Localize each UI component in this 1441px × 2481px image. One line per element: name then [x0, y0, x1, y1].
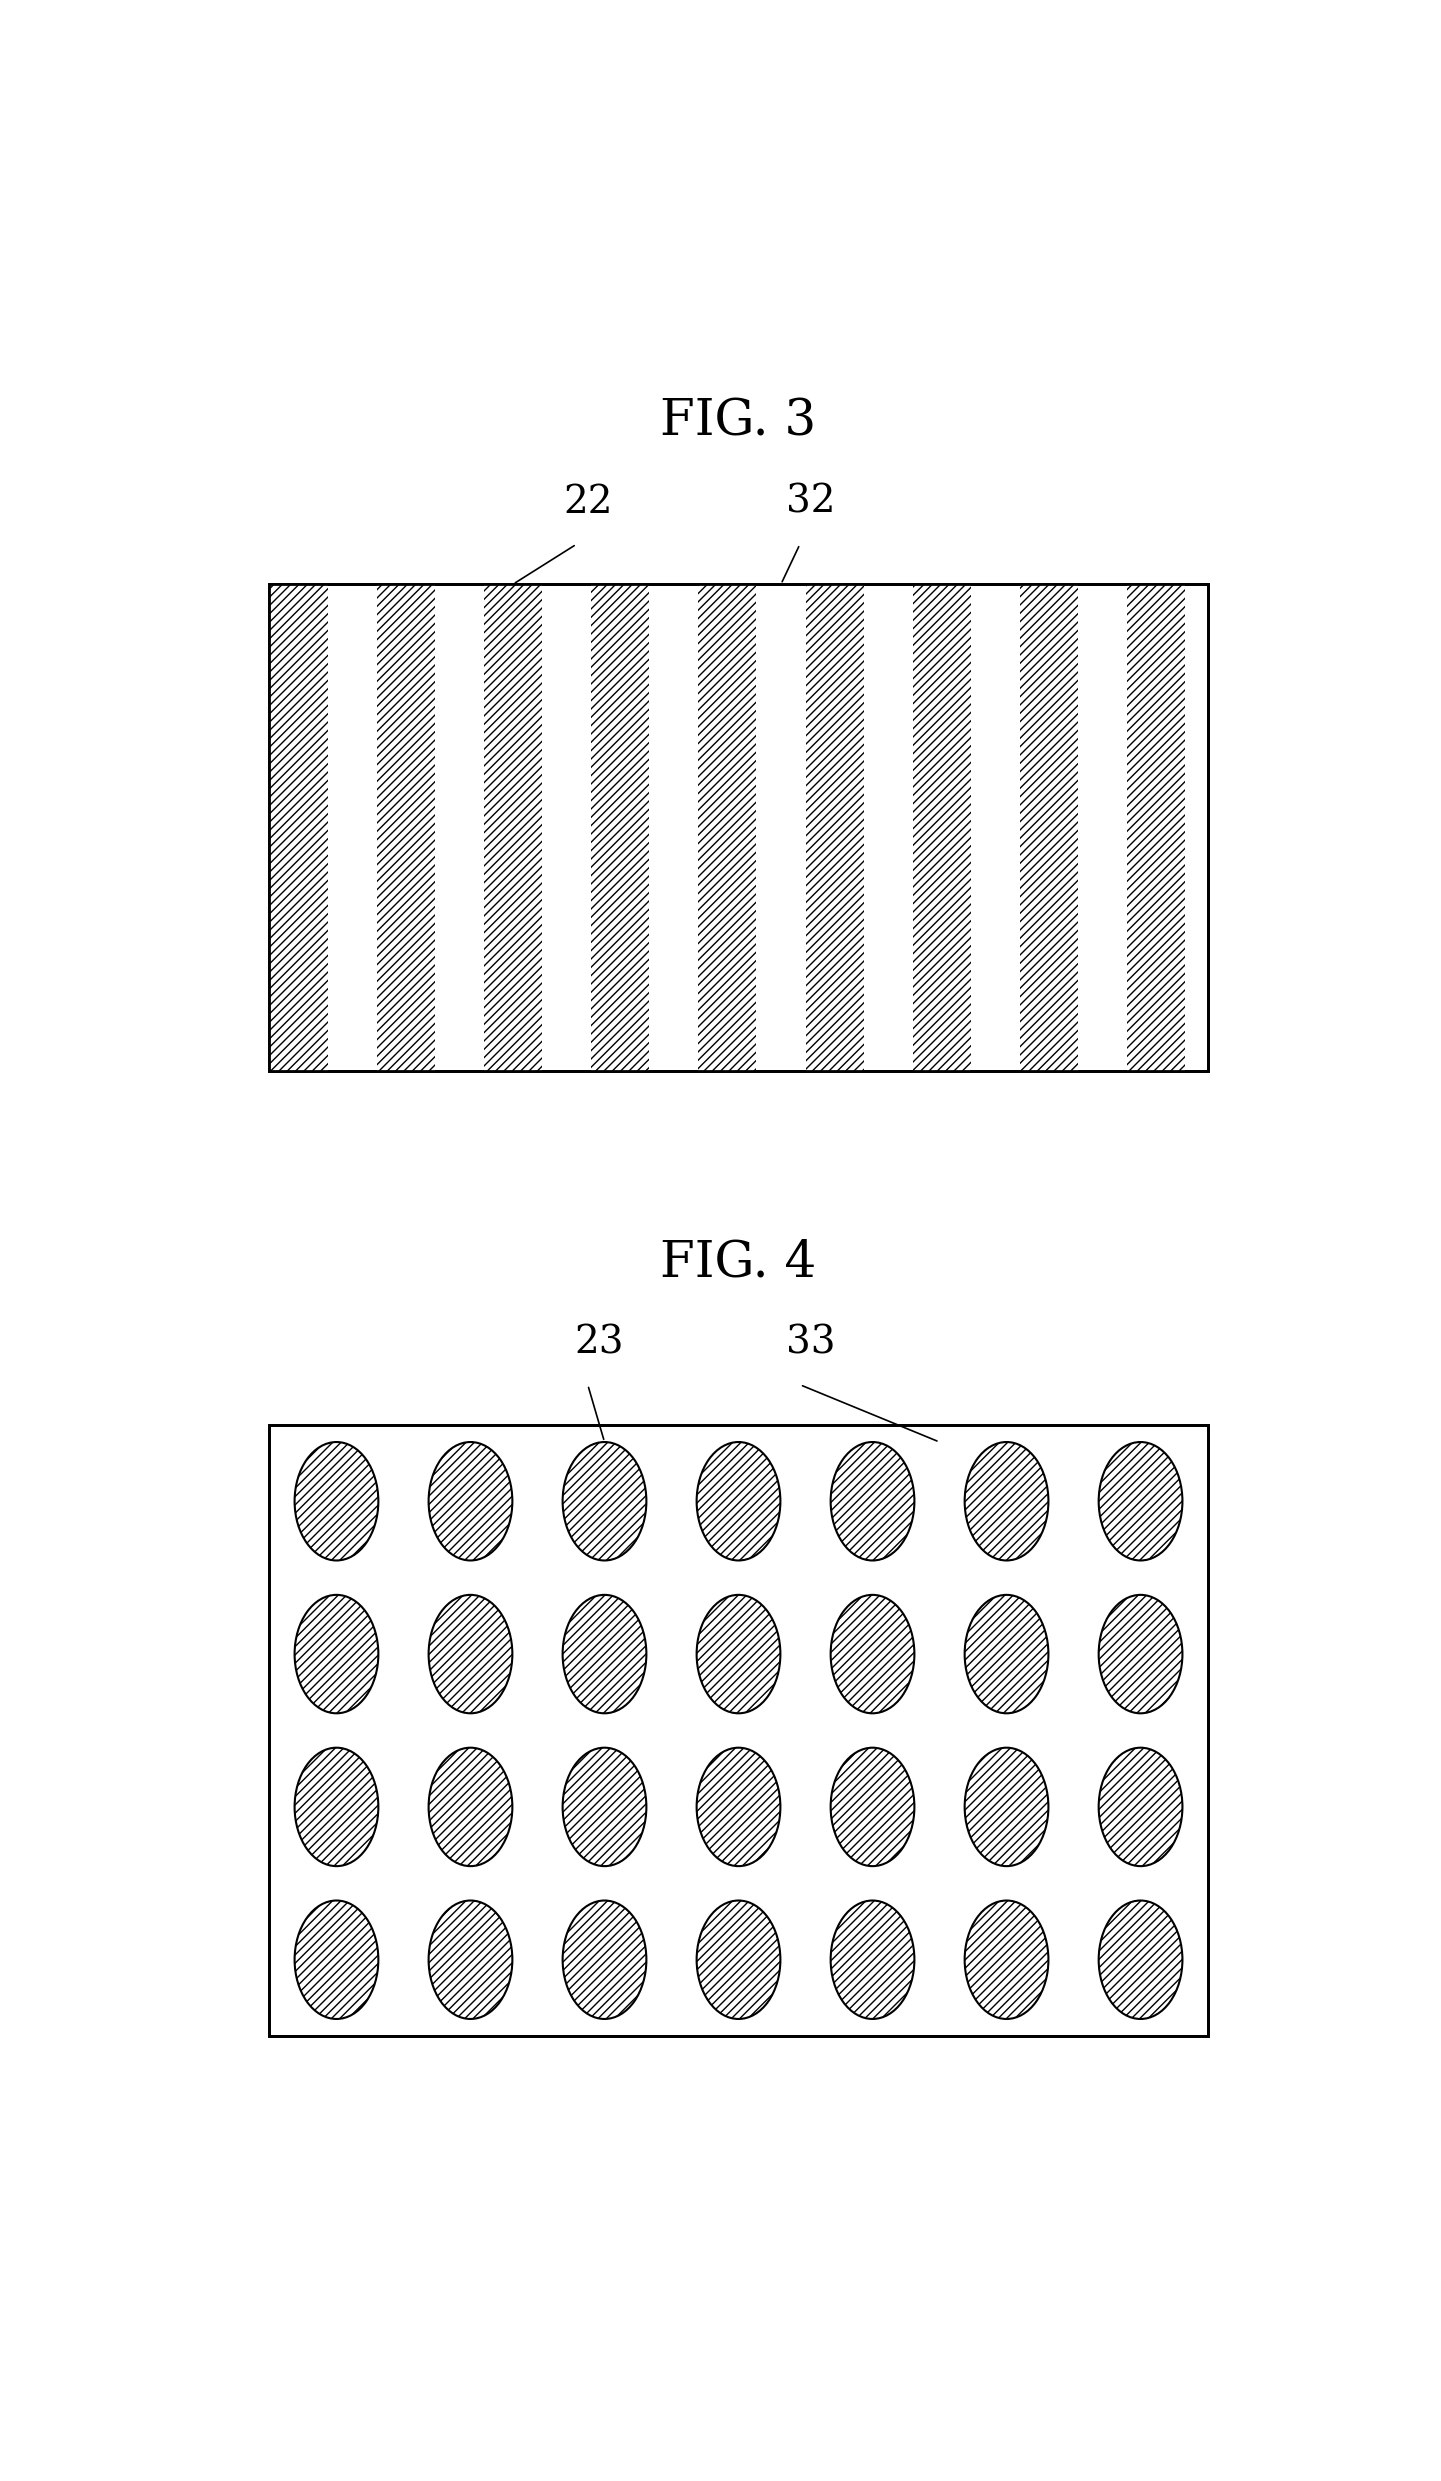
Ellipse shape: [830, 1747, 915, 1866]
Ellipse shape: [830, 1441, 915, 1561]
Ellipse shape: [696, 1595, 781, 1714]
Ellipse shape: [562, 1441, 647, 1561]
Ellipse shape: [562, 1595, 647, 1714]
Ellipse shape: [964, 1747, 1049, 1866]
Ellipse shape: [964, 1441, 1049, 1561]
Ellipse shape: [1098, 1595, 1183, 1714]
Bar: [269, 583, 327, 1072]
Ellipse shape: [1098, 1441, 1183, 1561]
Ellipse shape: [428, 1595, 513, 1714]
Ellipse shape: [428, 1900, 513, 2020]
Ellipse shape: [562, 1441, 647, 1561]
Ellipse shape: [830, 1441, 915, 1561]
Ellipse shape: [428, 1595, 513, 1714]
Bar: [912, 583, 971, 1072]
Ellipse shape: [696, 1900, 781, 2020]
Ellipse shape: [696, 1747, 781, 1866]
Ellipse shape: [294, 1441, 379, 1561]
Ellipse shape: [696, 1441, 781, 1561]
Ellipse shape: [830, 1595, 915, 1714]
Ellipse shape: [830, 1747, 915, 1866]
Ellipse shape: [1098, 1900, 1183, 2020]
Ellipse shape: [428, 1747, 513, 1866]
Text: FIG. 4: FIG. 4: [660, 1238, 817, 1288]
Bar: [376, 583, 435, 1072]
Text: 33: 33: [787, 1325, 836, 1362]
Ellipse shape: [428, 1441, 513, 1561]
Bar: [806, 583, 863, 1072]
Ellipse shape: [562, 1747, 647, 1866]
Ellipse shape: [294, 1595, 379, 1714]
Ellipse shape: [964, 1900, 1049, 2020]
Ellipse shape: [294, 1900, 379, 2020]
Ellipse shape: [562, 1595, 647, 1714]
Bar: [484, 583, 542, 1072]
Bar: [269, 583, 1208, 1072]
Text: 32: 32: [787, 484, 836, 521]
Ellipse shape: [696, 1595, 781, 1714]
Ellipse shape: [830, 1900, 915, 2020]
Bar: [269, 1424, 1208, 2037]
Ellipse shape: [1098, 1595, 1183, 1714]
Ellipse shape: [294, 1900, 379, 2020]
Ellipse shape: [294, 1441, 379, 1561]
Ellipse shape: [294, 1747, 379, 1866]
Ellipse shape: [1098, 1900, 1183, 2020]
Ellipse shape: [964, 1900, 1049, 2020]
Ellipse shape: [696, 1747, 781, 1866]
Ellipse shape: [1098, 1747, 1183, 1866]
Ellipse shape: [696, 1441, 781, 1561]
Ellipse shape: [294, 1747, 379, 1866]
Ellipse shape: [562, 1900, 647, 2020]
Ellipse shape: [562, 1747, 647, 1866]
Bar: [269, 583, 1208, 1072]
Text: FIG. 3: FIG. 3: [660, 397, 817, 447]
Ellipse shape: [294, 1595, 379, 1714]
Ellipse shape: [830, 1595, 915, 1714]
Bar: [269, 1424, 1208, 2037]
Ellipse shape: [1098, 1747, 1183, 1866]
Ellipse shape: [428, 1900, 513, 2020]
Bar: [1020, 583, 1078, 1072]
Ellipse shape: [964, 1595, 1049, 1714]
Ellipse shape: [830, 1900, 915, 2020]
Ellipse shape: [696, 1900, 781, 2020]
Ellipse shape: [964, 1747, 1049, 1866]
Bar: [1127, 583, 1185, 1072]
Ellipse shape: [964, 1441, 1049, 1561]
Ellipse shape: [1098, 1441, 1183, 1561]
Bar: [591, 583, 648, 1072]
Ellipse shape: [428, 1441, 513, 1561]
Bar: [699, 583, 757, 1072]
Text: 23: 23: [574, 1325, 624, 1362]
Ellipse shape: [562, 1900, 647, 2020]
Text: 22: 22: [563, 484, 612, 521]
Ellipse shape: [428, 1747, 513, 1866]
Ellipse shape: [964, 1595, 1049, 1714]
